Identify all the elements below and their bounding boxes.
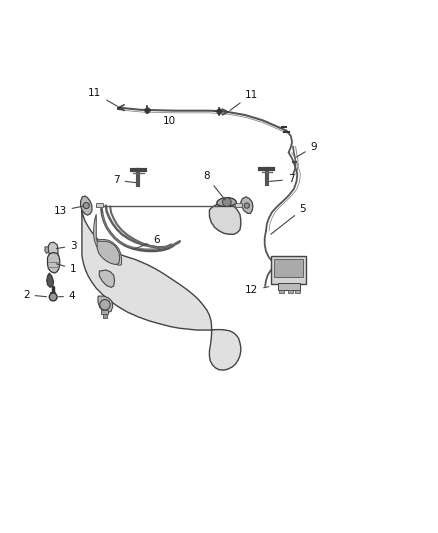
Polygon shape <box>209 204 241 235</box>
Polygon shape <box>99 270 115 287</box>
Polygon shape <box>82 206 241 370</box>
Text: 4: 4 <box>59 291 75 301</box>
Polygon shape <box>45 247 48 254</box>
Text: 9: 9 <box>296 142 317 157</box>
Text: 3: 3 <box>57 240 77 251</box>
Polygon shape <box>217 198 237 206</box>
Text: 7: 7 <box>113 175 136 185</box>
Polygon shape <box>48 242 58 257</box>
Bar <box>274 259 304 277</box>
Polygon shape <box>97 241 120 264</box>
Polygon shape <box>47 273 53 287</box>
Polygon shape <box>98 296 113 313</box>
Text: 11: 11 <box>230 90 258 110</box>
Circle shape <box>223 198 231 206</box>
Text: 2: 2 <box>23 290 46 300</box>
Circle shape <box>100 300 110 310</box>
Polygon shape <box>47 253 60 273</box>
Bar <box>279 290 284 294</box>
Polygon shape <box>94 214 121 265</box>
Polygon shape <box>81 196 92 215</box>
Bar <box>278 284 300 290</box>
Text: 5: 5 <box>271 204 306 235</box>
Circle shape <box>83 203 89 208</box>
Bar <box>288 290 293 294</box>
Text: 7: 7 <box>270 174 294 184</box>
Text: 10: 10 <box>162 116 176 126</box>
Bar <box>295 290 300 294</box>
Polygon shape <box>102 310 109 314</box>
Text: 12: 12 <box>245 286 268 295</box>
Circle shape <box>244 203 250 208</box>
Circle shape <box>49 293 57 301</box>
Polygon shape <box>103 314 107 318</box>
Text: 6: 6 <box>134 236 159 249</box>
Text: 11: 11 <box>88 88 117 106</box>
Text: 13: 13 <box>53 206 84 216</box>
Bar <box>96 203 103 207</box>
Bar <box>235 203 242 207</box>
Bar <box>271 256 306 284</box>
Polygon shape <box>241 197 253 213</box>
Text: 8: 8 <box>203 171 225 200</box>
Text: 1: 1 <box>57 264 77 273</box>
